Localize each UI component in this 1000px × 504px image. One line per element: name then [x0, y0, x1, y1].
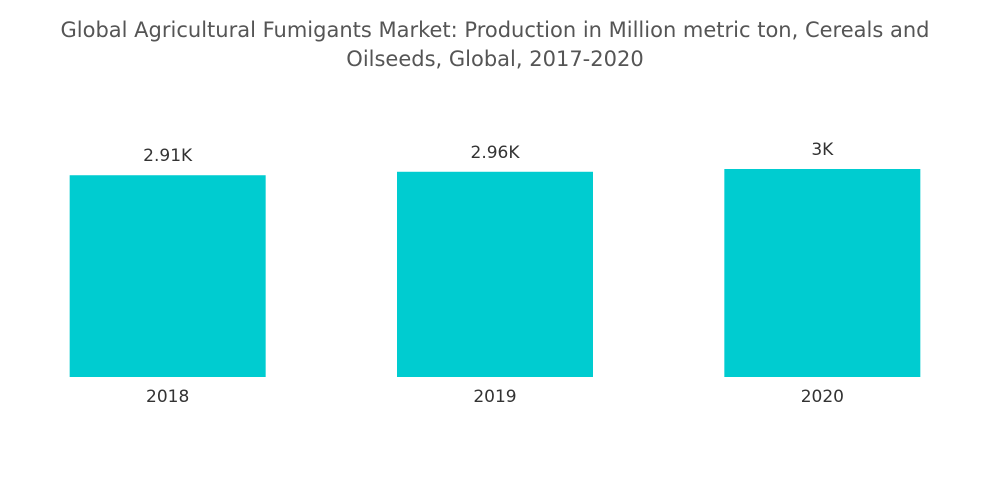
value-label: 3K [811, 140, 834, 160]
value-label: 2.96K [471, 143, 521, 163]
bar [724, 169, 921, 377]
bar [397, 171, 593, 377]
bar [69, 175, 266, 377]
chart-title: Global Agricultural Fumigants Market: Pr… [60, 18, 930, 71]
value-label: 2.91K [143, 146, 193, 166]
x-tick-label: 2018 [146, 387, 189, 407]
x-tick-label: 2020 [801, 387, 844, 407]
x-tick-label: 2019 [473, 387, 516, 407]
